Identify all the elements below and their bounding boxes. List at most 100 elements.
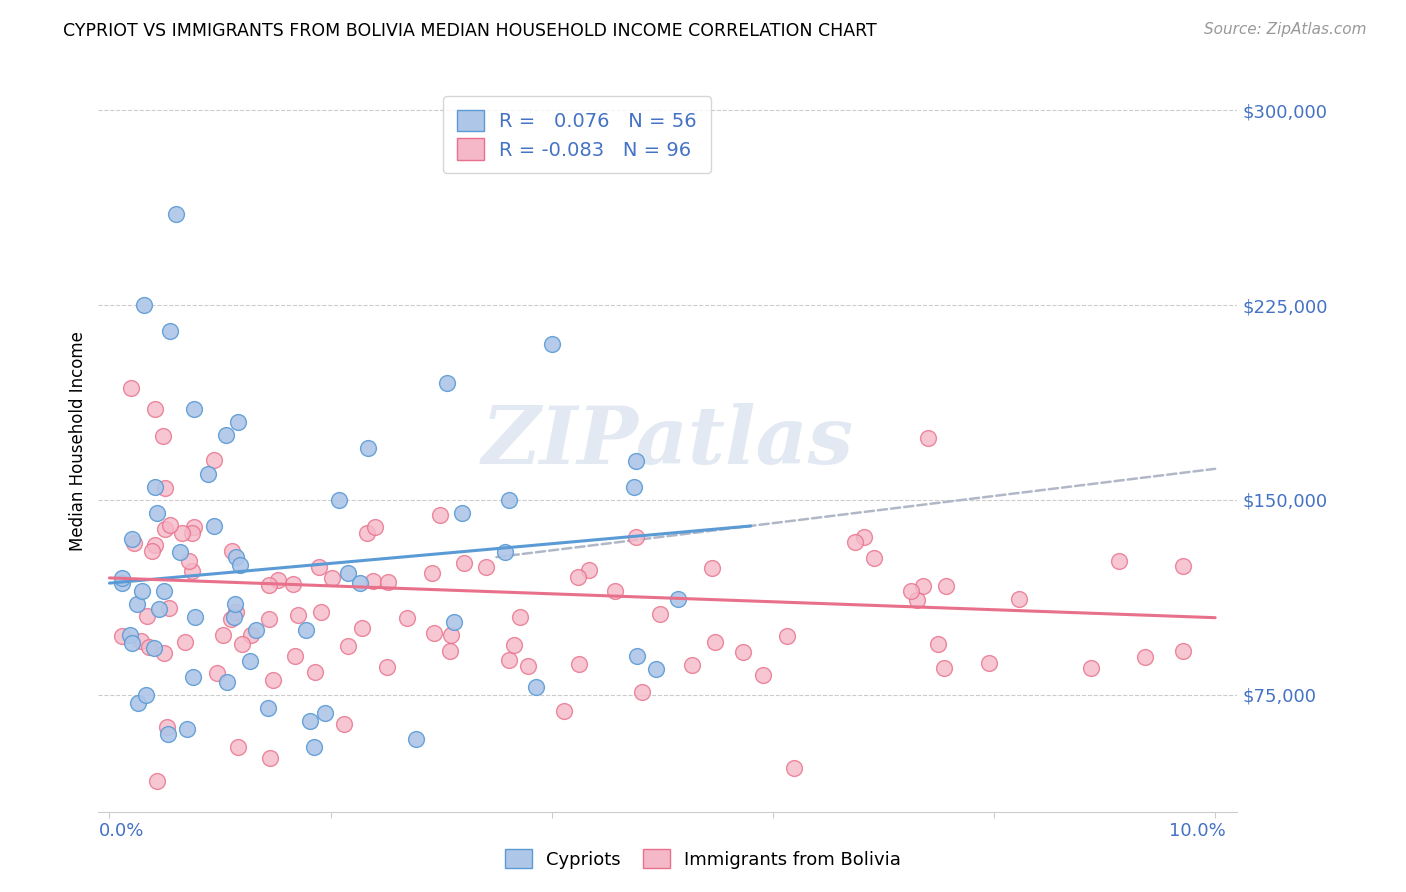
Point <box>304 665 326 679</box>
Point <box>429 508 451 523</box>
Point <box>377 575 399 590</box>
Point <box>363 519 385 533</box>
Point <box>159 517 181 532</box>
Point <box>157 601 180 615</box>
Point <box>853 531 876 545</box>
Point <box>295 623 318 637</box>
Point <box>183 402 205 417</box>
Point <box>751 668 773 682</box>
Point <box>912 579 935 593</box>
Point <box>783 761 806 775</box>
Point <box>630 685 652 699</box>
Point <box>308 560 330 574</box>
Point <box>245 623 267 637</box>
Point <box>173 634 195 648</box>
Point <box>152 428 174 442</box>
Point <box>148 602 170 616</box>
Point <box>900 584 922 599</box>
Point <box>120 628 142 642</box>
Point <box>498 493 520 508</box>
Point <box>111 629 134 643</box>
Point <box>281 576 304 591</box>
Point <box>135 688 157 702</box>
Point <box>475 560 498 574</box>
Point <box>257 577 280 591</box>
Point <box>917 431 939 445</box>
Text: Source: ZipAtlas.com: Source: ZipAtlas.com <box>1204 22 1367 37</box>
Point <box>309 605 332 619</box>
Point <box>702 561 724 575</box>
Point <box>568 657 591 671</box>
Text: 10.0%: 10.0% <box>1170 822 1226 840</box>
Point <box>731 645 754 659</box>
Y-axis label: Median Household Income: Median Household Income <box>69 332 87 551</box>
Point <box>170 526 193 541</box>
Point <box>440 628 463 642</box>
Point <box>229 558 252 572</box>
Point <box>349 576 371 591</box>
Point <box>436 376 458 390</box>
Point <box>228 415 250 429</box>
Point <box>623 480 645 494</box>
Point <box>287 607 309 622</box>
Point <box>337 566 360 580</box>
Point <box>262 673 284 687</box>
Point <box>375 660 398 674</box>
Point <box>321 570 343 584</box>
Point <box>156 720 179 734</box>
Point <box>443 615 465 629</box>
Point <box>844 535 866 549</box>
Point <box>224 597 246 611</box>
Point <box>129 633 152 648</box>
Point <box>152 583 174 598</box>
Point <box>111 571 134 585</box>
Point <box>927 637 949 651</box>
Point <box>905 593 928 607</box>
Point <box>111 576 134 591</box>
Point <box>405 731 427 746</box>
Point <box>127 696 149 710</box>
Point <box>202 452 225 467</box>
Point <box>304 739 326 754</box>
Point <box>215 428 238 442</box>
Point <box>156 727 179 741</box>
Point <box>396 611 419 625</box>
Point <box>131 583 153 598</box>
Point <box>336 639 359 653</box>
Point <box>420 566 443 581</box>
Point <box>624 454 647 468</box>
Point <box>352 621 374 635</box>
Point <box>239 628 262 642</box>
Point <box>211 628 233 642</box>
Point <box>284 648 307 663</box>
Point <box>935 579 957 593</box>
Point <box>141 543 163 558</box>
Legend: Cypriots, Immigrants from Bolivia: Cypriots, Immigrants from Bolivia <box>498 842 908 876</box>
Point <box>143 538 166 552</box>
Point <box>644 662 666 676</box>
Point <box>357 441 380 455</box>
Point <box>132 298 155 312</box>
Point <box>267 573 290 587</box>
Legend: R =   0.076   N = 56, R = -0.083   N = 96: R = 0.076 N = 56, R = -0.083 N = 96 <box>443 95 710 173</box>
Point <box>863 551 886 566</box>
Point <box>648 607 671 621</box>
Point <box>451 506 474 520</box>
Point <box>1008 591 1031 606</box>
Point <box>152 646 174 660</box>
Point <box>603 584 626 599</box>
Point <box>1108 554 1130 568</box>
Point <box>121 532 143 546</box>
Point <box>666 591 689 606</box>
Point <box>259 750 281 764</box>
Point <box>626 648 648 663</box>
Point <box>299 714 322 728</box>
Point <box>221 544 243 558</box>
Point <box>703 635 725 649</box>
Point <box>624 530 647 544</box>
Point <box>215 674 238 689</box>
Point <box>239 654 262 668</box>
Point <box>361 574 384 589</box>
Point <box>231 637 253 651</box>
Point <box>439 644 461 658</box>
